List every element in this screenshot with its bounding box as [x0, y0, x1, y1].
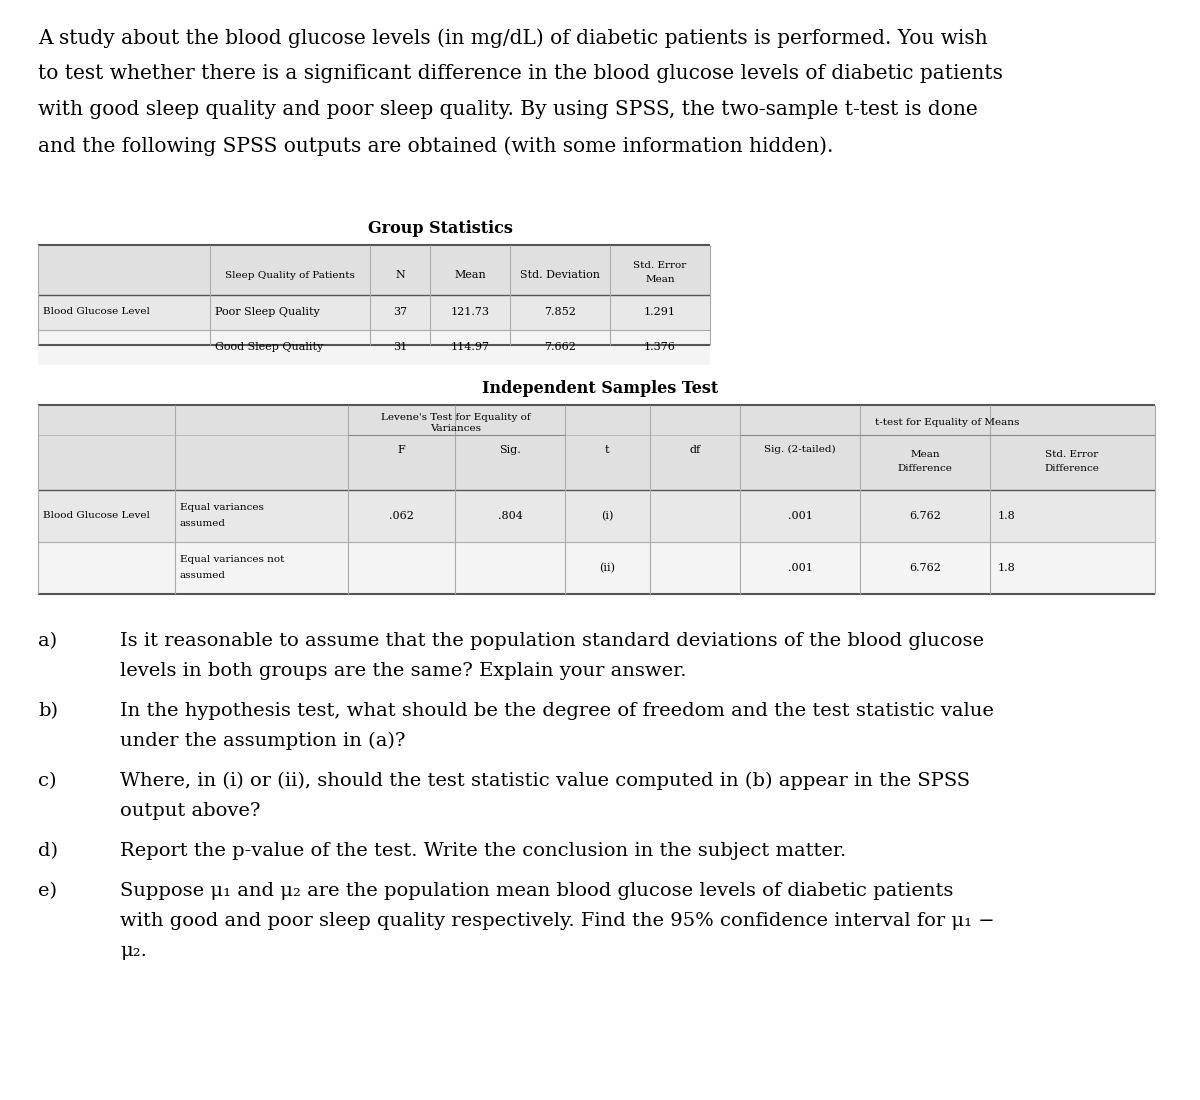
Text: A study about the blood glucose levels (in mg/dL) of diabetic patients is perfor: A study about the blood glucose levels (…: [38, 28, 988, 47]
Text: μ₂.: μ₂.: [120, 942, 146, 960]
Text: Equal variances: Equal variances: [180, 504, 264, 513]
Text: e): e): [38, 882, 58, 900]
Text: Mean: Mean: [454, 270, 486, 280]
Text: df: df: [690, 446, 701, 455]
Text: 37: 37: [392, 307, 407, 317]
Text: 1.8: 1.8: [998, 563, 1015, 573]
Text: b): b): [38, 702, 58, 721]
Text: .062: .062: [389, 512, 414, 521]
Text: Std. Error: Std. Error: [634, 261, 686, 270]
Text: 121.73: 121.73: [450, 307, 490, 317]
Text: with good and poor sleep quality respectively. Find the 95% confidence interval : with good and poor sleep quality respect…: [120, 912, 995, 930]
Bar: [38, 542, 1154, 594]
Text: 1.291: 1.291: [644, 307, 676, 317]
Text: 114.97: 114.97: [450, 342, 490, 352]
Text: 6.762: 6.762: [910, 563, 941, 573]
Text: Sig. (2-tailed): Sig. (2-tailed): [764, 446, 836, 454]
Text: .001: .001: [787, 563, 812, 573]
Text: .001: .001: [787, 512, 812, 521]
Bar: [38, 245, 710, 295]
Text: Blood Glucose Level: Blood Glucose Level: [43, 308, 150, 317]
Text: 7.662: 7.662: [544, 342, 576, 352]
Text: In the hypothesis test, what should be the degree of freedom and the test statis: In the hypothesis test, what should be t…: [120, 702, 994, 721]
Bar: [38, 295, 710, 330]
Text: Blood Glucose Level: Blood Glucose Level: [43, 512, 150, 520]
Text: Poor Sleep Quality: Poor Sleep Quality: [215, 307, 319, 317]
Text: Sleep Quality of Patients: Sleep Quality of Patients: [226, 271, 355, 279]
Text: (i): (i): [601, 510, 613, 521]
Text: and the following SPSS outputs are obtained (with some information hidden).: and the following SPSS outputs are obtai…: [38, 136, 833, 156]
Text: t-test for Equality of Means: t-test for Equality of Means: [875, 418, 1019, 427]
Text: Equal variances not: Equal variances not: [180, 556, 284, 564]
Text: Std. Deviation: Std. Deviation: [520, 270, 600, 280]
Text: Difference: Difference: [898, 464, 953, 473]
Text: Sig.: Sig.: [499, 446, 521, 455]
Text: Std. Error: Std. Error: [1045, 450, 1099, 459]
Text: Independent Samples Test: Independent Samples Test: [482, 379, 718, 397]
Text: Where, in (i) or (ii), should the test statistic value computed in (b) appear in: Where, in (i) or (ii), should the test s…: [120, 772, 970, 790]
Text: 31: 31: [392, 342, 407, 352]
Text: 6.762: 6.762: [910, 512, 941, 521]
Text: Levene's Test for Equality of: Levene's Test for Equality of: [382, 412, 530, 422]
Bar: [38, 490, 1154, 542]
Text: N: N: [395, 270, 404, 280]
Text: with good sleep quality and poor sleep quality. By using SPSS, the two-sample t-: with good sleep quality and poor sleep q…: [38, 100, 978, 119]
Text: 7.852: 7.852: [544, 307, 576, 317]
Text: (ii): (ii): [599, 563, 616, 573]
Text: output above?: output above?: [120, 802, 260, 820]
Text: Is it reasonable to assume that the population standard deviations of the blood : Is it reasonable to assume that the popu…: [120, 632, 984, 650]
Text: Mean: Mean: [646, 275, 674, 284]
Text: c): c): [38, 772, 56, 790]
Text: to test whether there is a significant difference in the blood glucose levels of: to test whether there is a significant d…: [38, 64, 1003, 82]
Text: d): d): [38, 842, 58, 860]
Text: Mean: Mean: [910, 450, 940, 459]
Text: levels in both groups are the same? Explain your answer.: levels in both groups are the same? Expl…: [120, 662, 686, 680]
Text: t: t: [605, 446, 610, 455]
Text: .804: .804: [498, 512, 522, 521]
Text: F: F: [397, 446, 404, 455]
Text: Variances: Variances: [431, 424, 481, 433]
Text: assumed: assumed: [180, 519, 226, 528]
Text: 1.376: 1.376: [644, 342, 676, 352]
Text: Group Statistics: Group Statistics: [367, 220, 512, 236]
Bar: [38, 405, 1154, 490]
Text: 1.8: 1.8: [998, 512, 1015, 521]
Text: a): a): [38, 632, 58, 650]
Text: Difference: Difference: [1044, 464, 1099, 473]
Text: assumed: assumed: [180, 572, 226, 581]
Bar: [38, 330, 710, 365]
Text: Report the p-value of the test. Write the conclusion in the subject matter.: Report the p-value of the test. Write th…: [120, 842, 846, 860]
Text: Good Sleep Quality: Good Sleep Quality: [215, 342, 323, 352]
Text: Suppose μ₁ and μ₂ are the population mean blood glucose levels of diabetic patie: Suppose μ₁ and μ₂ are the population mea…: [120, 882, 953, 900]
Text: under the assumption in (a)?: under the assumption in (a)?: [120, 732, 406, 750]
